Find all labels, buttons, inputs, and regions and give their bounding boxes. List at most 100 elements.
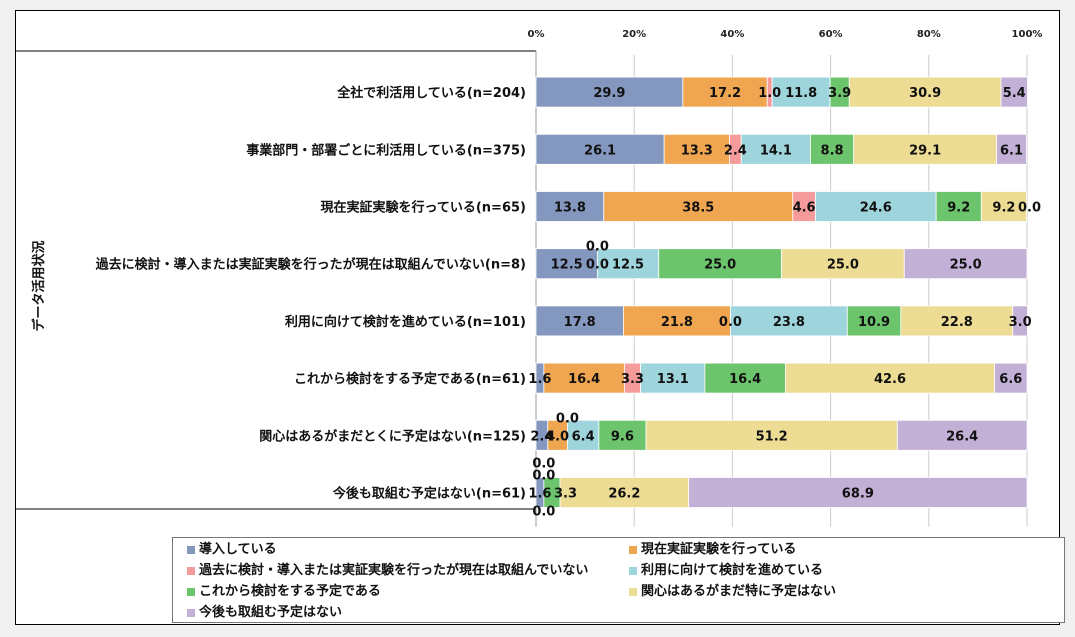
category-label: これから検討をする予定である(n=61) <box>294 371 526 387</box>
data-label: 13.1 <box>657 372 689 387</box>
category-label: 全社で利活用している(n=204) <box>336 85 526 101</box>
stacked-bar-chart: 0% 20% 40% 60% 80% 100% 全社で利活用している(n=204) 事業部門… <box>16 29 1043 527</box>
legend-swatch <box>187 587 195 596</box>
category-label: 現在実証実験を行っている(n=65) <box>321 200 526 216</box>
data-label: 9.2 <box>947 201 970 216</box>
bar-segment <box>814 191 937 222</box>
x-tick-label: 100% <box>1012 29 1043 40</box>
legend-item: 今後も取組む予定はない <box>187 605 342 621</box>
legend-label: 利用に向けて検討を進めている <box>641 563 824 578</box>
data-label: 25.0 <box>704 258 736 273</box>
legend-swatch <box>187 566 195 575</box>
legend-item: 導入している <box>187 542 277 558</box>
bar-segment <box>535 76 684 108</box>
data-label: 13.8 <box>554 201 586 216</box>
chart-frame: 0% 20% 40% 60% 80% 100% 全社で利活用している(n=204) 事業部門… <box>15 10 1065 625</box>
data-label: 9.6 <box>611 429 634 444</box>
legend-label: 導入している <box>199 542 277 557</box>
bar-segment <box>996 133 1027 165</box>
data-label: 1.0 <box>758 86 781 101</box>
legend-swatch <box>187 545 195 554</box>
data-label: 21.8 <box>661 315 693 330</box>
bars <box>535 76 1028 508</box>
legend-label: 関心はあるがまだ特に予定はない <box>641 584 837 599</box>
data-label: 30.9 <box>909 86 941 101</box>
data-label: 29.1 <box>909 143 941 158</box>
bar-segment <box>598 419 647 451</box>
data-label: 0.0 <box>586 240 609 255</box>
bar-segment <box>603 191 794 222</box>
data-labels: 29.9 17.2 1.0 11.8 3.9 30.9 5.4 26.1 13.3 2.4 14.1… <box>528 86 1041 519</box>
bar-segment <box>559 477 690 508</box>
legend-label: 現在実証実験を行っている <box>641 542 797 557</box>
data-label: 8.8 <box>821 143 844 158</box>
data-label: 4.0 <box>546 429 569 444</box>
bar-segment <box>935 191 982 222</box>
bar-segment <box>994 362 1028 394</box>
x-tick-label: 20% <box>622 29 646 40</box>
bar-segment <box>810 133 855 165</box>
data-label: 3.0 <box>1009 315 1032 330</box>
data-label: 23.8 <box>773 315 805 330</box>
data-label: 0.0 <box>532 505 555 520</box>
data-label: 11.8 <box>785 86 817 101</box>
data-label: 3.3 <box>621 372 644 387</box>
data-label: 16.4 <box>568 372 600 387</box>
legend-item: 現在実証実験を行っている <box>629 542 796 558</box>
data-label: 12.5 <box>551 258 583 273</box>
bar-segment <box>663 133 730 165</box>
legend-item: 関心はあるがまだ特に予定はない <box>629 584 836 600</box>
data-label: 0.0 <box>532 457 555 472</box>
category-label: 過去に検討・導入または実証実験を行ったが現在は取組んでいない(n=8) <box>95 257 526 273</box>
data-label: 0.0 <box>719 315 742 330</box>
bar-segment <box>682 76 768 108</box>
bar-segment <box>640 362 706 394</box>
category-label: 今後も取組む予定はない(n=61) <box>332 486 526 502</box>
data-label: 12.5 <box>612 258 644 273</box>
data-label: 0.0 <box>1018 201 1041 216</box>
bar-segment <box>848 76 1002 108</box>
bar-segment <box>1000 76 1028 108</box>
bar-segment <box>535 248 598 280</box>
grid <box>16 50 1028 527</box>
x-tick-label: 40% <box>720 29 744 40</box>
data-label: 26.2 <box>608 487 640 502</box>
category-labels: 全社で利活用している(n=204) 事業部門・部署ごとに利活用している(n=375… <box>95 85 526 501</box>
data-label: 14.1 <box>760 143 792 158</box>
bar-segment <box>645 419 898 451</box>
data-label: 6.6 <box>999 372 1022 387</box>
bar-segment <box>896 419 1028 451</box>
bar-segment <box>740 133 811 165</box>
category-label: 事業部門・部署ごとに利活用している(n=375) <box>246 142 526 158</box>
data-label: 9.2 <box>992 201 1015 216</box>
bar-segment <box>543 362 625 394</box>
data-label: 6.4 <box>572 429 595 444</box>
legend-item: これから検討をする予定である <box>187 584 381 600</box>
data-label: 0.0 <box>586 258 609 273</box>
data-label: 25.0 <box>950 258 982 273</box>
data-label: 26.4 <box>946 429 978 444</box>
bar-segment <box>730 305 848 337</box>
legend-swatch <box>187 608 195 617</box>
x-tick-label: 60% <box>819 29 843 40</box>
legend-label: 過去に検討・導入または実証実験を行ったが現在は取組んでいない <box>199 563 589 578</box>
data-label: 5.4 <box>1003 86 1026 101</box>
data-label: 0.0 <box>532 469 555 484</box>
bar-segment <box>1012 305 1028 337</box>
data-label: 2.4 <box>530 429 553 444</box>
data-label: 0.0 <box>556 411 579 426</box>
data-label: 26.1 <box>584 143 616 158</box>
data-label: 4.6 <box>793 201 816 216</box>
bar-segment <box>853 133 997 165</box>
data-label: 68.9 <box>842 487 874 502</box>
data-label: 38.5 <box>682 201 714 216</box>
legend-swatch <box>629 566 637 575</box>
data-label: 6.1 <box>1000 143 1023 158</box>
data-label: 3.3 <box>554 487 577 502</box>
data-label: 1.6 <box>528 372 551 387</box>
bar-segment <box>846 305 902 337</box>
x-tick-label: 80% <box>917 29 941 40</box>
legend-label: 今後も取組む予定はない <box>199 605 343 620</box>
category-label: 利用に向けて検討を進めている(n=101) <box>285 314 526 330</box>
data-label: 17.8 <box>564 315 596 330</box>
